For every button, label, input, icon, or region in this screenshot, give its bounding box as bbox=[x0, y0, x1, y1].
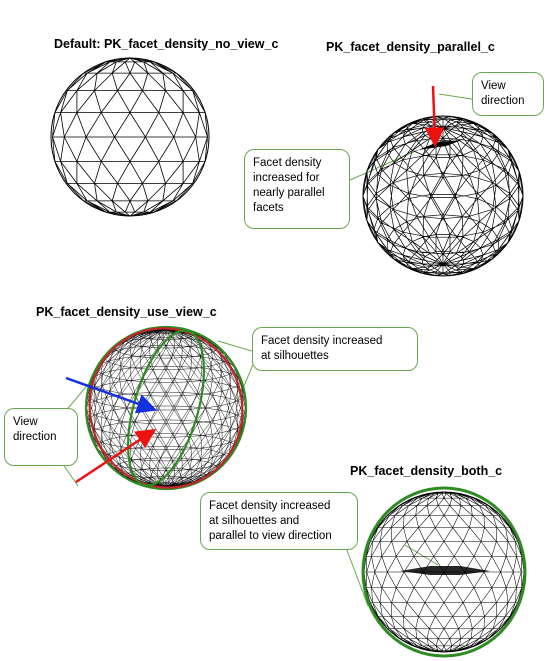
silhouette-outline bbox=[84, 325, 248, 491]
silhouette-red-ring bbox=[88, 327, 244, 489]
sphere-no-view bbox=[50, 57, 210, 217]
wireframe-mesh bbox=[52, 57, 208, 217]
both-silhouette-ring bbox=[361, 486, 527, 658]
wireframe-mesh bbox=[362, 115, 524, 277]
connector-view-parallel bbox=[438, 93, 479, 101]
view-direction-arrow-parallel bbox=[424, 85, 445, 148]
callout-density-parallel: Facet density increased for nearly paral… bbox=[244, 149, 350, 229]
view-direction-arrow-blue bbox=[65, 376, 158, 414]
title-use-view: PK_facet_density_use_view_c bbox=[36, 305, 217, 319]
use-view-silhouettes bbox=[84, 325, 248, 491]
title-parallel: PK_facet_density_parallel_c bbox=[326, 40, 495, 54]
connector-both-silhouette bbox=[344, 544, 369, 607]
callout-density-silhouettes: Facet density increased at silhouettes bbox=[252, 327, 418, 371]
sphere-outline bbox=[50, 57, 210, 217]
connector-silhouette-a bbox=[217, 340, 256, 353]
title-no-view: Default: PK_facet_density_no_view_c bbox=[54, 37, 279, 51]
callout-density-both: Facet density increased at silhouettes a… bbox=[200, 492, 358, 550]
both-dense-band bbox=[400, 566, 490, 575]
title-both: PK_facet_density_both_c bbox=[350, 464, 503, 478]
callout-view-direction-use-view: View direction bbox=[4, 408, 78, 466]
callout-view-direction-parallel: View direction bbox=[472, 72, 544, 116]
sphere-outline bbox=[362, 115, 524, 277]
sphere-parallel bbox=[362, 115, 524, 277]
view-direction-arrow-red bbox=[75, 428, 157, 484]
